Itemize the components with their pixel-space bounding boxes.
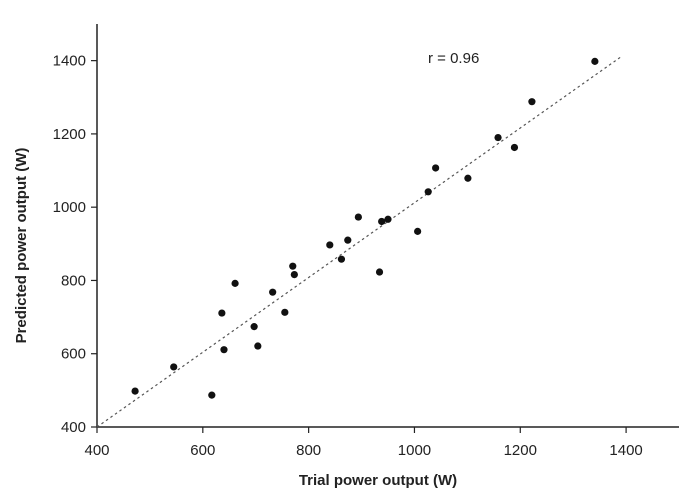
data-point <box>281 308 289 316</box>
data-point <box>231 279 239 287</box>
data-point <box>326 241 334 249</box>
data-point <box>337 255 346 263</box>
data-point <box>220 346 228 354</box>
y-tick-label: 1200 <box>53 126 86 143</box>
correlation-annotation: r = 0.96 <box>428 50 479 67</box>
data-point <box>170 363 178 371</box>
data-point <box>218 309 226 317</box>
x-tick-label: 1400 <box>609 442 642 459</box>
trend-line <box>96 56 622 428</box>
data-point <box>375 268 384 276</box>
data-point <box>250 323 258 331</box>
x-tick-label: 600 <box>190 442 215 459</box>
data-point <box>432 164 440 172</box>
data-point <box>354 213 362 221</box>
y-axis-title: Predicted power output (W) <box>13 148 30 344</box>
y-tick-label: 1400 <box>53 53 86 70</box>
y-tick-label: 800 <box>61 272 86 289</box>
y-tick-label: 400 <box>61 419 86 436</box>
data-point <box>494 133 502 142</box>
data-point <box>528 98 536 106</box>
x-tick-label: 400 <box>84 442 109 459</box>
data-point <box>378 217 386 226</box>
x-axis-ticks: 400 600 800 1000 1200 1400 <box>84 427 643 459</box>
data-point <box>414 227 422 235</box>
y-tick-label: 600 <box>61 346 86 363</box>
data-point <box>208 391 216 399</box>
data-point <box>464 174 472 182</box>
y-axis-ticks: 400 600 800 1000 1200 1400 <box>53 53 97 436</box>
x-tick-label: 1000 <box>398 442 431 459</box>
data-point <box>510 143 519 152</box>
data-point <box>344 236 352 244</box>
x-tick-label: 1200 <box>504 442 537 459</box>
data-point <box>384 215 392 223</box>
data-point <box>591 57 599 65</box>
x-axis-title: Trial power output (W) <box>299 472 457 489</box>
data-point <box>424 188 432 196</box>
data-point <box>289 262 297 270</box>
x-tick-label: 800 <box>296 442 321 459</box>
data-points <box>131 57 599 399</box>
data-point <box>131 387 139 395</box>
data-point <box>269 288 277 296</box>
data-point <box>290 270 298 279</box>
data-point <box>254 342 262 350</box>
y-tick-label: 1000 <box>53 199 86 216</box>
